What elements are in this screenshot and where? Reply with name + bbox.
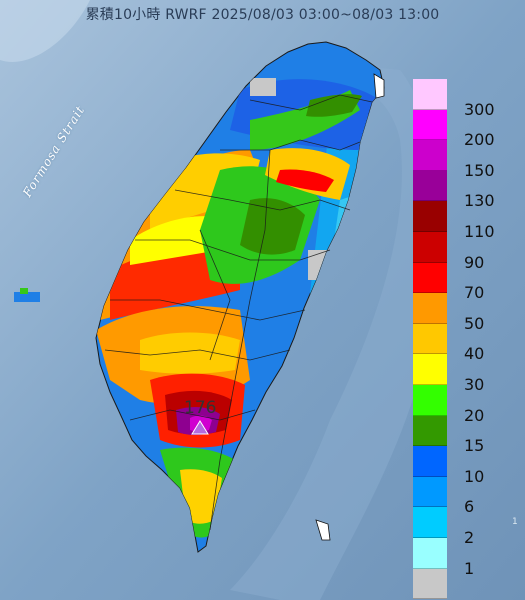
legend-swatch [413, 79, 447, 110]
rain-band-70-central [276, 169, 334, 192]
no-rain-patch-north [250, 78, 276, 96]
legend-swatch [413, 354, 447, 385]
legend-swatch [413, 537, 447, 569]
legend-swatch [413, 231, 447, 263]
legend-label: 30 [464, 375, 485, 394]
rain-band-15-north [306, 94, 362, 117]
legend-label: 300 [464, 99, 495, 119]
legend-label: 15 [464, 436, 485, 456]
legend-swatch [413, 507, 447, 538]
green-island [315, 519, 331, 541]
rain-band-15-central [240, 198, 305, 255]
legend-swatch [413, 415, 447, 447]
max-rainfall-marker-icon [191, 420, 209, 435]
legend-label: 10 [464, 466, 485, 486]
legend-label: 110 [464, 222, 495, 241]
legend-label: 1 [464, 558, 475, 578]
max-value-label: 176 [184, 398, 217, 418]
map-title: 累積10小時 RWRF 2025/08/03 03:00~08/03 13:00 [85, 7, 440, 23]
legend-label: 6 [464, 497, 475, 517]
legend-label: 20 [464, 405, 485, 425]
rain-band-40-south-tip [180, 469, 222, 524]
edge-label: 1 [512, 517, 518, 527]
legend-swatch [413, 262, 447, 294]
legend-swatch [413, 140, 447, 171]
legend-swatch [413, 476, 447, 508]
legend-swatch [413, 446, 447, 477]
penghu-islands [14, 292, 40, 302]
legend-label: 200 [464, 130, 495, 150]
cloud-patch [0, 0, 90, 62]
penghu-rain-dot [20, 288, 28, 294]
legend-label: 90 [464, 252, 485, 272]
legend-swatch [413, 323, 447, 355]
legend-label: 150 [464, 160, 495, 180]
legend-label: 130 [464, 191, 495, 211]
legend-swatch [413, 170, 447, 202]
legend-swatch [413, 201, 447, 232]
color-legend [413, 79, 447, 600]
legend-swatch [413, 293, 447, 324]
legend-label: 50 [464, 313, 485, 333]
legend-swatch [413, 109, 447, 141]
coastal-shelf [230, 60, 436, 600]
legend-label: 40 [464, 344, 485, 364]
legend-swatch [413, 568, 447, 600]
legend-swatch [413, 384, 447, 416]
guishan-island [373, 73, 385, 99]
legend-label: 2 [464, 528, 475, 547]
rain-band-40-south [140, 332, 240, 374]
legend-label: 70 [464, 283, 485, 303]
county-boundaries [104, 94, 373, 531]
